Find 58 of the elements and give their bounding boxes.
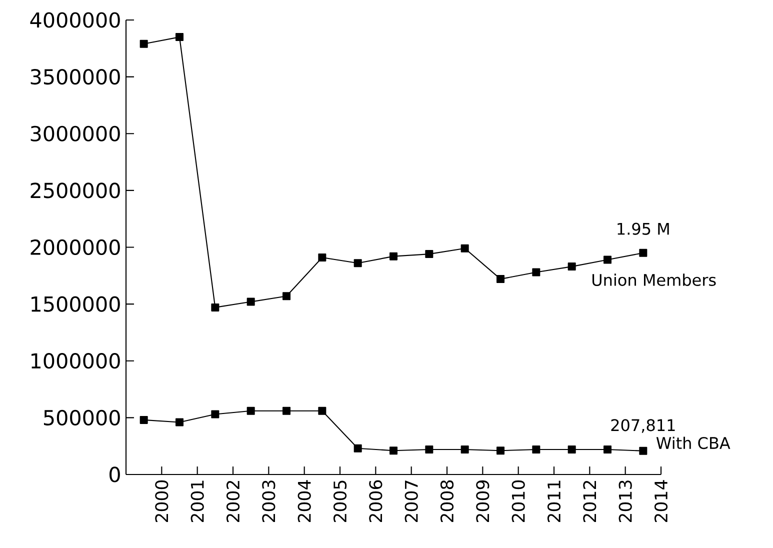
- point: [496, 275, 505, 284]
- x-tick-label: 2000: [155, 480, 168, 522]
- y-tick-label: 0: [110, 466, 120, 482]
- y-tick-label: 3500000: [30, 69, 120, 85]
- x-tick-label: 2012: [583, 480, 596, 522]
- y-tick-label: 2500000: [30, 182, 120, 198]
- point: [176, 33, 184, 42]
- series-label: Union Members: [592, 274, 716, 286]
- x-tick-label: 2006: [369, 480, 382, 522]
- x-tick-label: 2004: [298, 480, 311, 522]
- point: [568, 262, 576, 271]
- data-label: 1.95 M: [618, 222, 669, 235]
- point: [425, 250, 434, 258]
- x-tick-label: 2001: [190, 480, 204, 522]
- point: [639, 446, 648, 455]
- point: [246, 298, 255, 306]
- point: [246, 406, 255, 415]
- y-tick-label: 1000000: [32, 353, 120, 369]
- y-tick-label: 500000: [44, 410, 120, 426]
- point: [354, 259, 362, 268]
- x-tick-label: 2014: [654, 480, 668, 522]
- point: [604, 445, 612, 454]
- x-tick-label: 2013: [618, 480, 632, 522]
- point: [532, 445, 540, 454]
- point: [460, 445, 469, 454]
- x-tick-label: 2011: [547, 480, 561, 522]
- y-tick-label: 1500000: [32, 296, 120, 312]
- y-tick-label: 2000000: [30, 239, 120, 256]
- x-tick-label: 2010: [512, 480, 525, 522]
- x-tick-label: 2002: [226, 480, 240, 522]
- point: [354, 444, 362, 452]
- x-tick-label: 2008: [440, 480, 454, 522]
- y-tick-label: 3000000: [30, 126, 120, 142]
- y-tick-label: 4000000: [30, 12, 120, 28]
- x-tick-label: 2005: [333, 480, 347, 522]
- data-label: 207,811: [611, 419, 675, 433]
- point: [639, 248, 648, 257]
- x-tick-label: 2009: [476, 480, 490, 522]
- point: [282, 292, 291, 300]
- point: [604, 256, 612, 264]
- point: [390, 446, 398, 455]
- point: [318, 406, 326, 415]
- x-tick-label: 2007: [404, 480, 418, 522]
- point: [390, 252, 398, 260]
- point: [318, 253, 326, 262]
- x-tick-label: 2003: [262, 480, 276, 522]
- series-label: With CBA: [656, 436, 730, 450]
- point: [176, 418, 184, 426]
- point: [140, 40, 148, 48]
- point: [211, 303, 220, 312]
- point: [425, 445, 434, 454]
- point: [532, 268, 540, 276]
- point: [211, 410, 220, 418]
- point: [568, 445, 576, 454]
- point: [140, 416, 148, 424]
- point: [282, 406, 291, 415]
- point: [496, 446, 505, 455]
- point: [460, 244, 469, 252]
